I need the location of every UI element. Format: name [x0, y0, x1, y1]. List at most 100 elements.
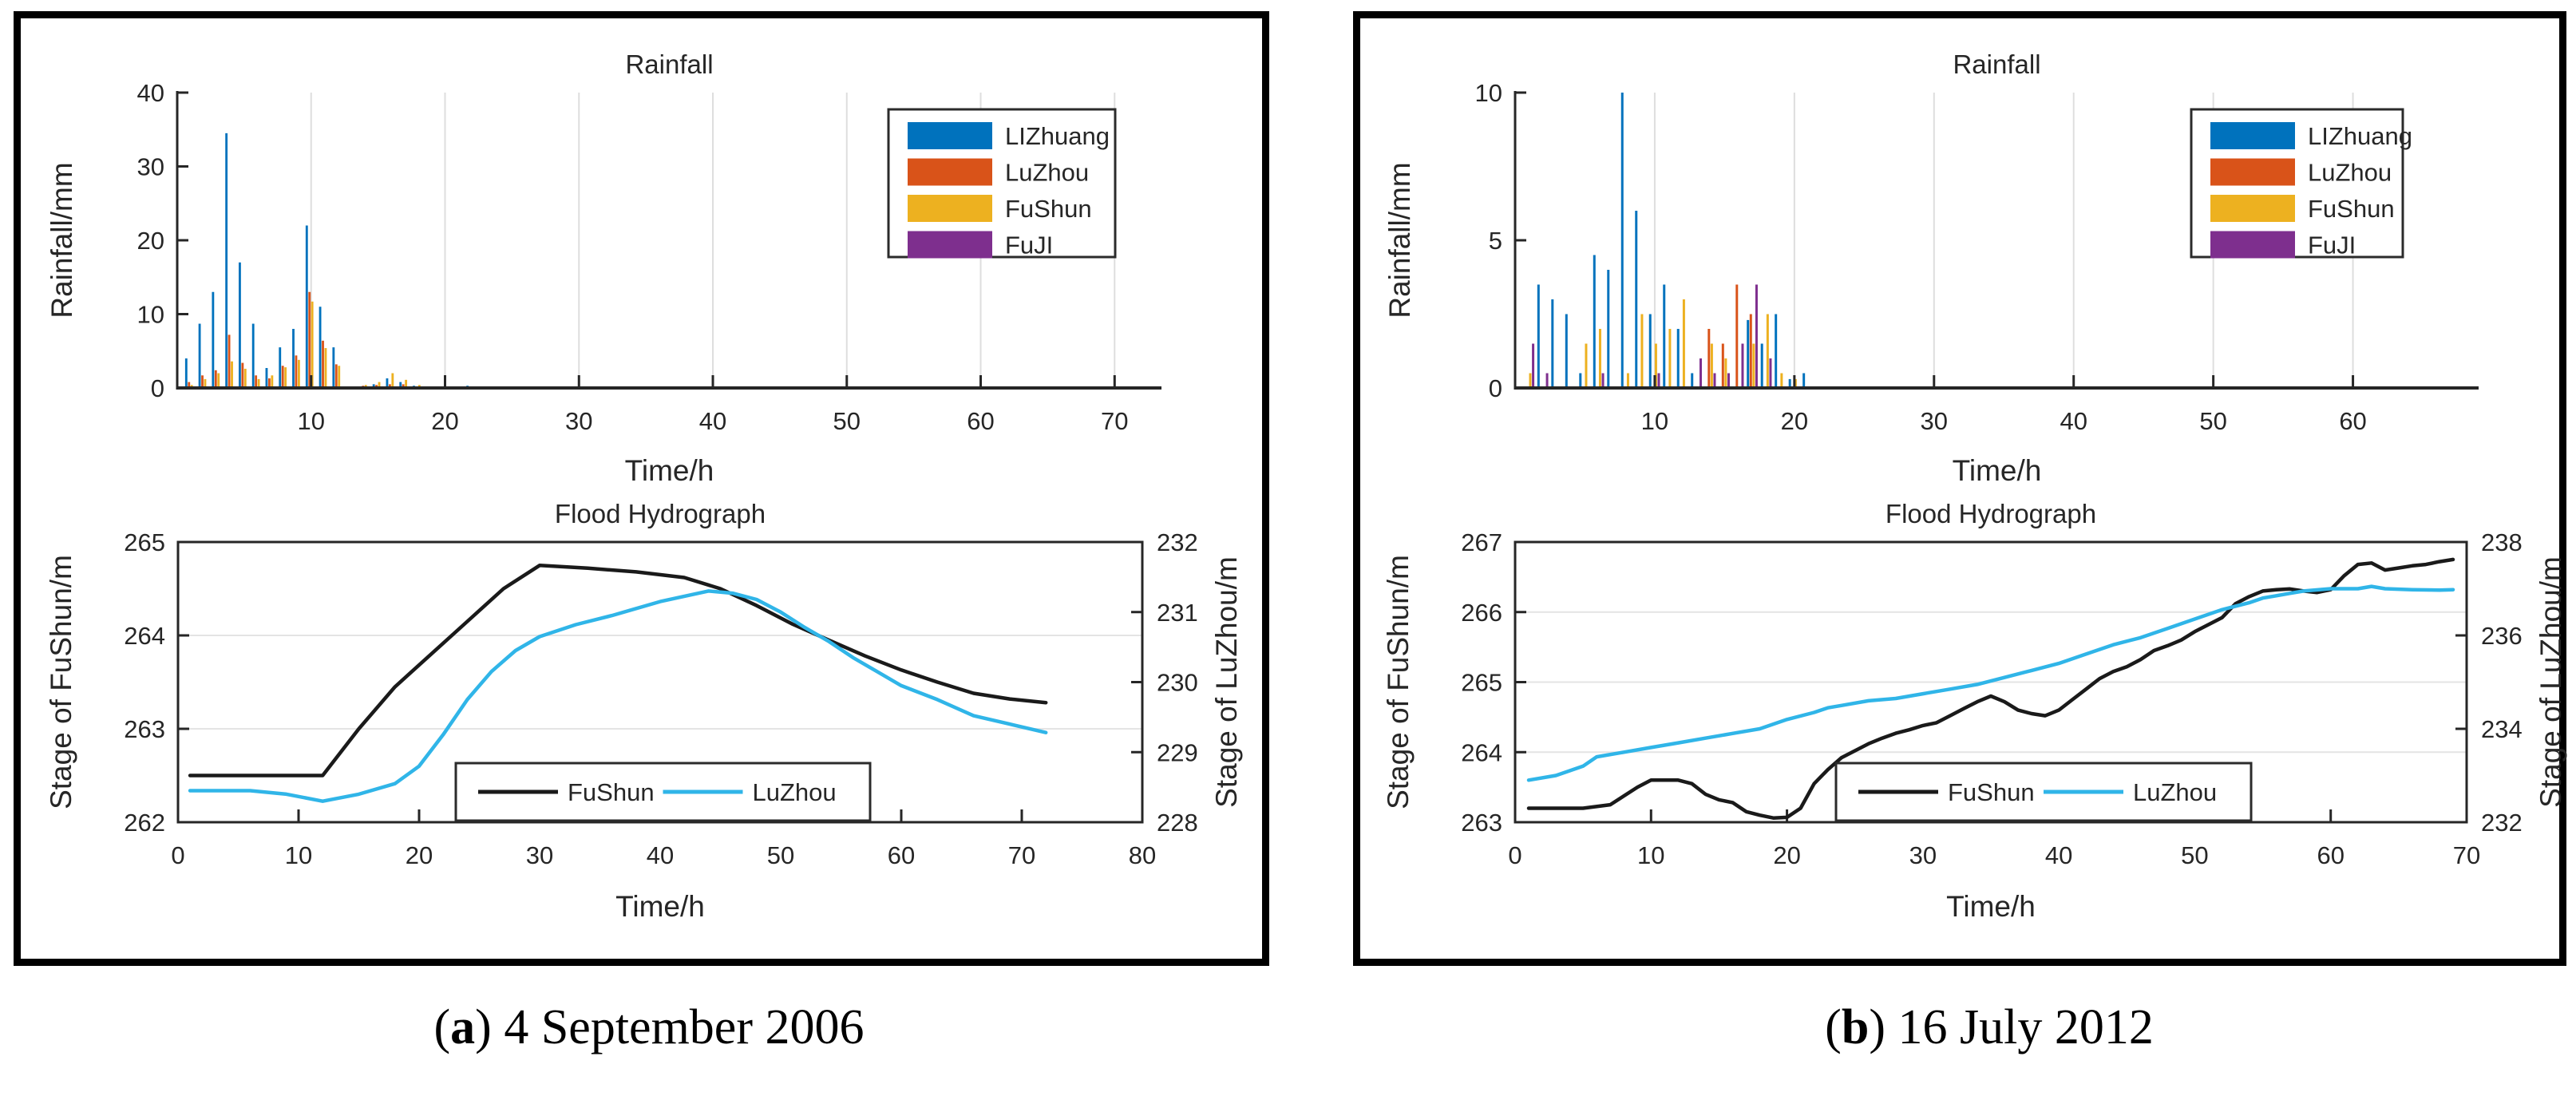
bar-LIZhuang	[238, 262, 241, 388]
legend-swatch-fushun	[908, 195, 992, 222]
y-tick-label: 10	[1475, 79, 1502, 107]
bar-FuShun	[217, 373, 220, 388]
bar-LIZhuang	[1620, 93, 1624, 388]
bar-FuShun	[204, 378, 207, 388]
bar-LIZhuang	[1607, 270, 1610, 388]
bar-FuJI	[1545, 373, 1549, 388]
y-axis-label-right: Stage of LuZhou/m	[1210, 556, 1243, 808]
x-tick-label: 50	[767, 841, 794, 869]
bar-LuZhou	[402, 384, 405, 388]
y-tick-label-left: 265	[124, 528, 165, 556]
bar-LuZhou	[1735, 284, 1739, 388]
x-tick-label: 30	[526, 841, 553, 869]
bar-FuShun	[1668, 329, 1672, 388]
x-tick-label: 40	[2060, 407, 2087, 435]
x-tick-label: 60	[2339, 407, 2366, 435]
bar-LIZhuang	[1537, 284, 1540, 388]
bar-FuJI	[1727, 373, 1730, 388]
bar-LuZhou	[188, 382, 191, 388]
bar-LIZhuang	[251, 323, 255, 388]
x-tick-label: 50	[833, 407, 861, 435]
bar-LuZhou	[1749, 314, 1752, 388]
legend-label: FuJI	[1005, 231, 1053, 259]
x-tick-label: 20	[431, 407, 458, 435]
bar-FuShun	[1752, 343, 1755, 388]
x-tick-label: 20	[1781, 407, 1808, 435]
bar-LIZhuang	[1788, 378, 1791, 388]
line-luzhou	[1526, 584, 2455, 782]
bar-FuShun	[1626, 373, 1629, 388]
bar-LuZhou	[1721, 343, 1724, 388]
bar-FuShun	[243, 368, 247, 388]
legend-swatch-fushun	[2210, 195, 2295, 222]
bar-FuShun	[338, 366, 341, 388]
bar-LIZhuang	[184, 358, 188, 388]
x-tick-label: 30	[1921, 407, 1948, 435]
y-tick-label-left: 265	[1461, 669, 1502, 697]
x-tick-label: 70	[1008, 841, 1035, 869]
bar-FuShun	[1710, 343, 1713, 388]
legend-swatch-luzhou	[908, 158, 992, 186]
y-tick-label-left: 266	[1461, 599, 1502, 627]
bar-LuZhou	[295, 355, 298, 388]
bar-FuShun	[311, 301, 314, 388]
chart-title: Flood Hydrograph	[1886, 499, 2096, 528]
x-tick-label: 40	[699, 407, 726, 435]
bar-LuZhou	[214, 370, 217, 388]
y-axis-label-left: Stage of FuShun/m	[45, 555, 77, 809]
bar-FuShun	[1654, 343, 1657, 388]
bar-LIZhuang	[1775, 314, 1778, 388]
bar-FuShun	[1766, 314, 1769, 388]
x-tick-label: 80	[1129, 841, 1156, 869]
bar-FuJI	[1657, 373, 1660, 388]
y-tick-label-left: 264	[1461, 738, 1502, 766]
bar-LuZhou	[308, 291, 311, 388]
bar-LuZhou	[201, 375, 204, 388]
legend-label: LuZhou	[2133, 778, 2217, 806]
bar-LIZhuang	[399, 382, 402, 388]
x-tick-label: 0	[1508, 841, 1521, 869]
bar-LIZhuang	[279, 347, 282, 388]
bar-FuJI	[1532, 343, 1535, 388]
x-tick-label: 30	[1909, 841, 1937, 869]
y-tick-label-left: 267	[1461, 528, 1502, 556]
y-tick-label-left: 263	[1461, 809, 1502, 837]
legend-label: LuZhou	[2308, 159, 2392, 187]
bar-LIZhuang	[1648, 314, 1652, 388]
legend-swatch-fuji	[908, 231, 992, 259]
legend-label: FuJI	[2308, 231, 2356, 259]
y-tick-label: 0	[151, 374, 164, 402]
y-tick-label-right: 232	[1157, 528, 1198, 556]
y-tick-label-right: 234	[2481, 715, 2523, 743]
y-tick-label: 30	[137, 153, 164, 181]
bar-LIZhuang	[1593, 255, 1596, 388]
caption-a-text: 4 September 2006	[491, 1000, 865, 1054]
x-axis-label: Time/h	[625, 454, 714, 487]
x-tick-label: 10	[285, 841, 312, 869]
legend-label: FuShun	[2308, 195, 2395, 223]
y-axis-label-right: Stage of LuZhou/m	[2534, 556, 2567, 808]
bar-LIZhuang	[372, 384, 375, 388]
x-tick-label: 60	[967, 407, 994, 435]
y-axis-label-left: Stage of FuShun/m	[1382, 555, 1415, 809]
chart-title: Rainfall	[1953, 49, 2040, 79]
bar-FuShun	[405, 379, 408, 388]
caption-b-text: 16 July 2012	[1885, 1000, 2154, 1054]
x-axis-label: Time/h	[615, 890, 705, 923]
bar-FuShun	[324, 348, 327, 388]
bar-FuShun	[1598, 329, 1601, 388]
bar-LIZhuang	[1691, 373, 1694, 388]
y-tick-label: 40	[137, 79, 164, 107]
bar-LIZhuang	[1551, 299, 1554, 388]
bar-LuZhou	[267, 378, 271, 388]
bar-FuJI	[1755, 284, 1758, 388]
bar-FuShun	[378, 382, 381, 388]
x-tick-label: 20	[406, 841, 433, 869]
x-axis-label: Time/h	[1946, 890, 2036, 923]
bar-FuShun	[1640, 314, 1644, 388]
bar-FuShun	[284, 367, 287, 388]
x-tick-label: 50	[2199, 407, 2226, 435]
x-tick-label: 50	[2181, 841, 2208, 869]
bar-FuShun	[297, 359, 300, 388]
